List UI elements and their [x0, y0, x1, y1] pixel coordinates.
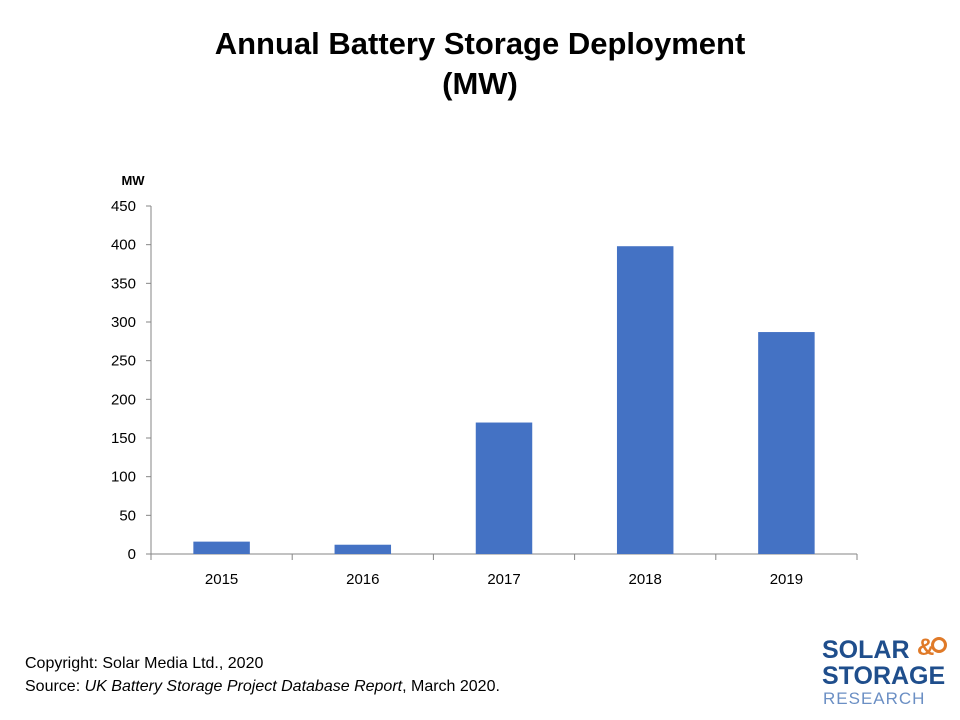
- bar-2018: [616, 246, 674, 555]
- y-tick-label: 100: [111, 469, 136, 486]
- bar-2019: [758, 332, 815, 554]
- x-tick-label: 2017: [487, 571, 520, 588]
- y-tick-label: 300: [111, 314, 136, 331]
- source-suffix: , March 2020.: [402, 678, 500, 695]
- source-report-title: UK Battery Storage Project Database Repo…: [84, 678, 403, 695]
- logo-ampersand: &: [917, 634, 935, 661]
- y-tick-label: 250: [111, 353, 136, 370]
- sun-icon: [931, 637, 947, 653]
- footer: Copyright: Solar Media Ltd., 2020 Source…: [25, 652, 500, 698]
- y-tick-label: 0: [128, 546, 136, 563]
- x-tick-label: 2015: [205, 571, 238, 588]
- chart-title: Annual Battery Storage Deployment (MW): [0, 24, 960, 104]
- y-tick-label: 350: [111, 275, 136, 292]
- solar-storage-research-logo: SOLAR & STORAGE RESEARCH: [822, 634, 952, 712]
- y-tick-label: 400: [111, 237, 136, 254]
- y-tick-label: 200: [111, 391, 136, 408]
- y-tick-label: 450: [111, 198, 136, 215]
- x-tick-label: 2018: [629, 571, 662, 588]
- bar-chart: MW 0 50 100 150 200 250 300 350 400 450 2015 2016 201…: [111, 173, 858, 588]
- source-prefix: Source:: [25, 678, 85, 695]
- x-tick-label: 2019: [770, 571, 803, 588]
- y-tick-label: 150: [111, 430, 136, 447]
- bar-2015: [193, 541, 250, 554]
- copyright-text: Copyright: Solar Media Ltd., 2020: [25, 655, 264, 672]
- y-tick-label: 50: [119, 507, 136, 524]
- bar-2017: [475, 422, 533, 554]
- y-axis-unit-label: MW: [121, 173, 145, 188]
- logo-word-solar: SOLAR: [822, 636, 910, 664]
- chart-title-line2: (MW): [442, 66, 518, 101]
- source-text: Source: UK Battery Storage Project Datab…: [25, 675, 500, 698]
- x-tick-label: 2016: [346, 571, 379, 588]
- logo-word-research: RESEARCH: [823, 689, 926, 708]
- chart-title-line1: Annual Battery Storage Deployment: [214, 26, 746, 61]
- logo-word-storage: STORAGE: [822, 662, 946, 690]
- bar-2016: [334, 544, 392, 554]
